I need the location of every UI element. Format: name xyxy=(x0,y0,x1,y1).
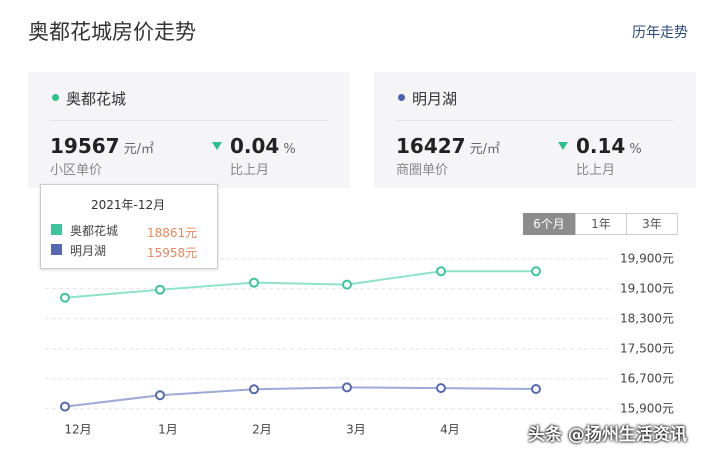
point xyxy=(249,384,259,395)
x-tick-label: 3月 xyxy=(346,423,366,437)
change: 0.14% xyxy=(576,134,642,158)
point xyxy=(436,383,446,394)
change: 0.04% xyxy=(230,134,296,158)
y-tick-label: 19,100元 xyxy=(620,281,674,295)
divider xyxy=(50,120,328,121)
card: 奥都花城 19567 元/㎡ 小区单价 0.04% 比上月 xyxy=(28,72,350,188)
point xyxy=(155,390,165,401)
range-tab[interactable]: 6个月 xyxy=(523,213,575,235)
x-tick-label: 4月 xyxy=(440,423,460,437)
range-tab[interactable]: 3年 xyxy=(627,213,678,235)
card-name: 奥都花城 xyxy=(66,90,127,108)
x-tick-label: 12月 xyxy=(64,423,91,437)
legend-label: 奥都花城 xyxy=(70,224,119,238)
divider xyxy=(396,120,674,121)
point xyxy=(342,279,352,290)
card: 明月湖 16427 元/㎡ 商圈单价 0.14% 比上月 xyxy=(374,72,696,188)
y-tick-label: 15,900元 xyxy=(620,401,674,415)
range-tabs: 6个月 1年 3年 xyxy=(523,213,678,235)
y-tick-label: 17,500元 xyxy=(620,341,674,355)
point xyxy=(155,284,165,295)
range-tab[interactable]: 1年 xyxy=(575,213,627,235)
x-tick-label: 2月 xyxy=(252,423,272,437)
value-label: 15958元 xyxy=(147,246,198,260)
y-tick-label: 18,300元 xyxy=(620,311,674,325)
down-arrow xyxy=(558,142,568,150)
y-tick-label: 16,700元 xyxy=(620,371,674,385)
tooltip: 2021年-12月 奥都花城 18861元 明月湖 15958元 xyxy=(40,184,218,269)
point xyxy=(342,382,352,393)
change-label: 比上月 xyxy=(576,163,616,178)
page-title: 奥都花城房价走势 xyxy=(28,20,196,44)
watermark: 头条 @扬州生活资讯 xyxy=(528,425,687,445)
price: 16427 元/㎡ xyxy=(396,134,500,158)
series-line xyxy=(64,386,537,408)
change-value: 0.14 xyxy=(576,134,626,158)
point xyxy=(60,292,70,303)
legend-swatch xyxy=(51,224,62,235)
tooltip-title: 2021年-12月 xyxy=(91,198,166,212)
point xyxy=(531,383,541,394)
history-link[interactable]: 历年走势 xyxy=(632,25,688,41)
y-tick-label: 19,900元 xyxy=(620,251,674,265)
change-value: 0.04 xyxy=(230,134,280,158)
value-label: 18861元 xyxy=(147,226,198,240)
card-name: 明月湖 xyxy=(412,90,458,108)
x-tick-label: 1月 xyxy=(158,423,178,437)
price-unit: 元/㎡ xyxy=(469,142,500,157)
change-unit: % xyxy=(283,142,296,157)
down-arrow xyxy=(212,142,222,150)
change-label: 比上月 xyxy=(230,163,270,178)
price-label: 商圈单价 xyxy=(396,163,449,178)
point xyxy=(531,266,541,277)
series-line xyxy=(64,270,536,299)
point xyxy=(436,266,446,277)
legend-label: 明月湖 xyxy=(70,244,107,258)
card-dot xyxy=(52,94,59,101)
point xyxy=(249,277,259,288)
price-unit: 元/㎡ xyxy=(123,142,154,157)
change-unit: % xyxy=(629,142,642,157)
price-value: 19567 xyxy=(50,134,120,158)
price-value: 16427 xyxy=(396,134,466,158)
price-label: 小区单价 xyxy=(50,163,103,178)
point xyxy=(60,401,70,412)
card-dot xyxy=(398,94,405,101)
legend-swatch xyxy=(51,244,62,255)
price: 19567 元/㎡ xyxy=(50,134,154,158)
